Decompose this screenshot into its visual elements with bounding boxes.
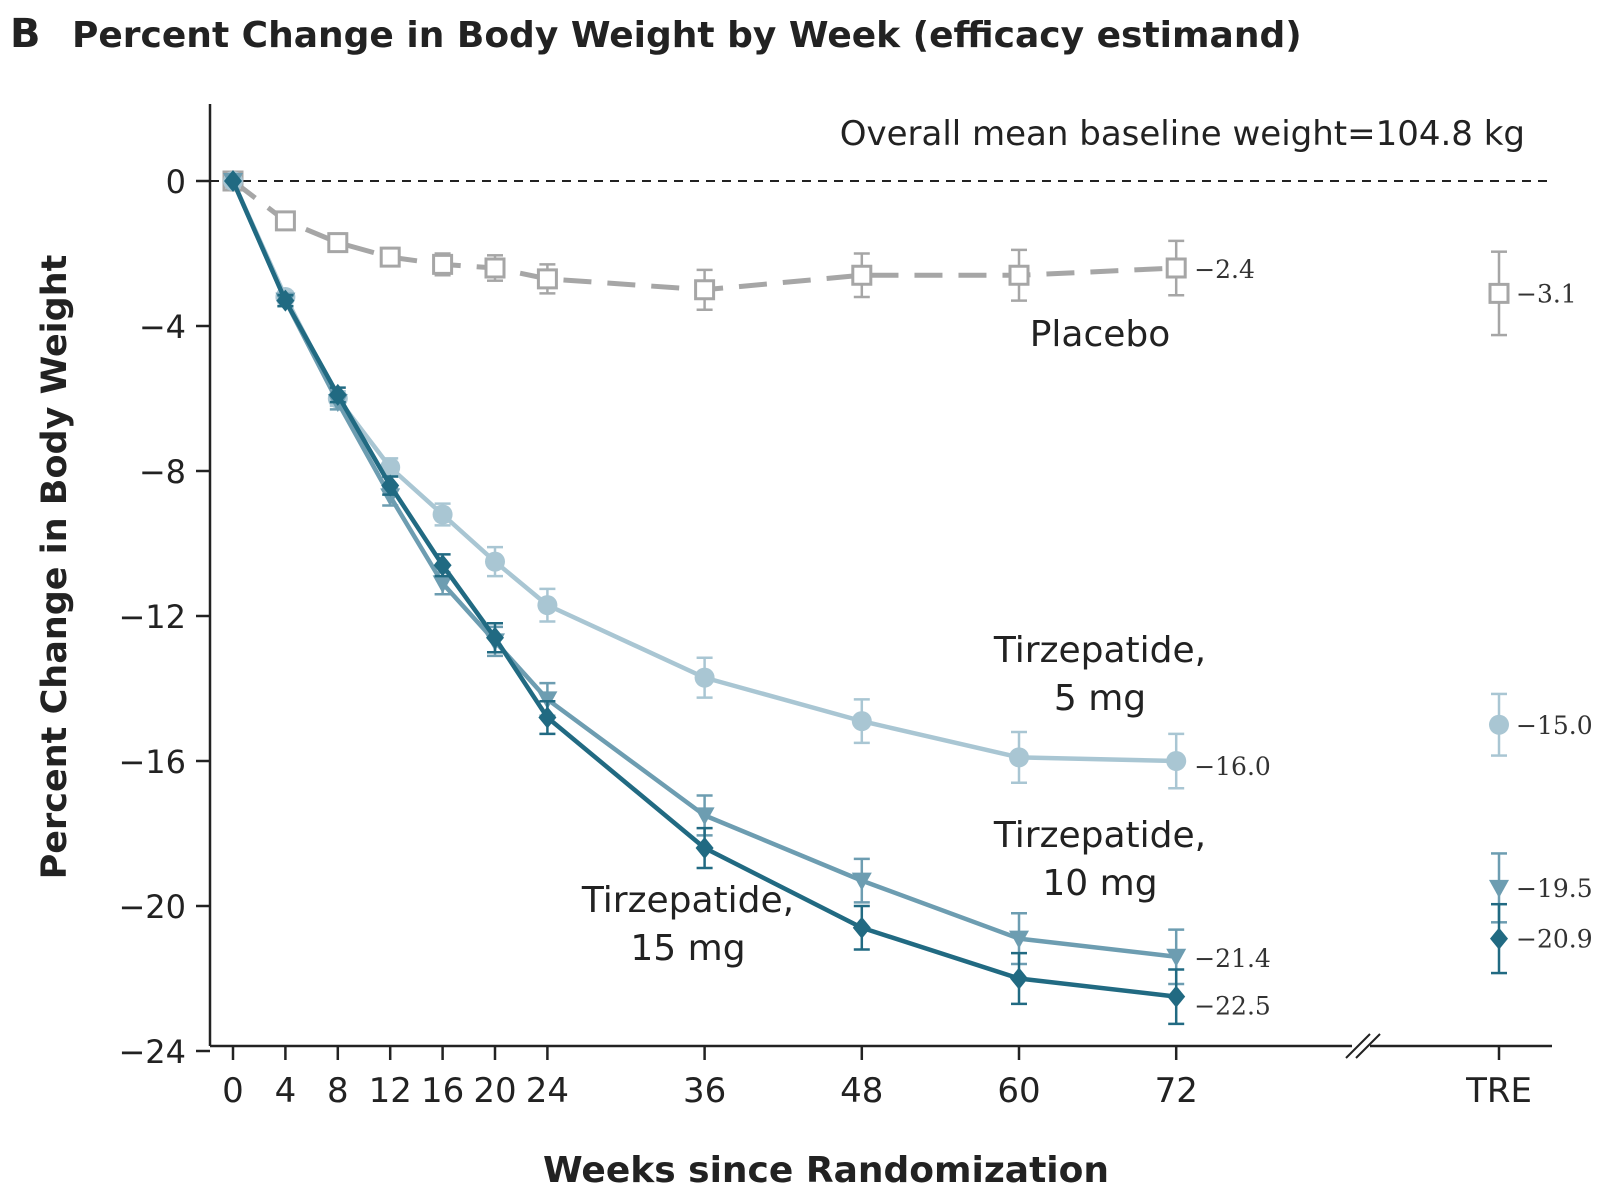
data-point bbox=[276, 289, 295, 312]
data-point bbox=[485, 551, 505, 572]
data-point bbox=[851, 264, 873, 286]
data-point bbox=[432, 253, 454, 275]
data-point bbox=[852, 916, 871, 939]
baseline-weight-annotation: Overall mean baseline weight=104.8 kg bbox=[840, 114, 1525, 154]
data-point bbox=[694, 807, 715, 826]
series-name-label: Tirzepatide, bbox=[581, 880, 794, 921]
data-point bbox=[1009, 930, 1029, 949]
data-point bbox=[1489, 714, 1509, 735]
data-point bbox=[1167, 985, 1186, 1008]
series-end-label: −22.5 bbox=[1194, 992, 1271, 1021]
tre-value-label: −20.9 bbox=[1516, 925, 1593, 954]
x-tick-label: 12 bbox=[369, 1071, 412, 1111]
data-point bbox=[1008, 264, 1030, 286]
series-layer bbox=[222, 170, 1510, 1026]
x-tick-label: 36 bbox=[683, 1071, 726, 1111]
data-point bbox=[1488, 282, 1510, 304]
data-point bbox=[484, 257, 506, 279]
data-point bbox=[851, 872, 872, 891]
x-tick-label-tre: TRE bbox=[1465, 1071, 1532, 1111]
x-tick-label: 60 bbox=[997, 1071, 1040, 1111]
series-name-label: 5 mg bbox=[1054, 678, 1146, 719]
series-group bbox=[224, 170, 1508, 1026]
data-point bbox=[381, 474, 400, 497]
y-tick-label: −12 bbox=[118, 598, 186, 636]
x-tick-label: 72 bbox=[1155, 1071, 1198, 1111]
data-point bbox=[694, 279, 716, 301]
panel-letter: B bbox=[10, 11, 41, 57]
data-point bbox=[1010, 967, 1028, 990]
y-ticks: 0 −4 −8 −12 −16 −20 −24 bbox=[118, 163, 210, 1071]
y-tick-label: −8 bbox=[139, 453, 186, 491]
data-point bbox=[538, 706, 557, 729]
data-point bbox=[432, 504, 453, 525]
x-tick-label: 24 bbox=[526, 1071, 569, 1111]
data-point bbox=[851, 711, 872, 732]
x-tick-label: 20 bbox=[473, 1071, 516, 1111]
y-axis-label: Percent Change in Body Weight bbox=[35, 255, 75, 880]
series-group bbox=[223, 173, 1509, 986]
data-point bbox=[328, 383, 347, 406]
data-point bbox=[695, 837, 714, 859]
x-ticks: 0 4 8 12 16 20 24 36 48 60 72 TRE bbox=[222, 1046, 1532, 1111]
series-group bbox=[223, 171, 1509, 790]
x-tick-label: 4 bbox=[275, 1071, 297, 1111]
data-point bbox=[274, 210, 296, 232]
series-end-label: −2.4 bbox=[1194, 255, 1255, 284]
series-end-label: −16.0 bbox=[1194, 752, 1271, 781]
series-name-label: 15 mg bbox=[630, 928, 745, 969]
data-point bbox=[486, 626, 504, 649]
data-point bbox=[1489, 879, 1509, 898]
x-tick-label: 48 bbox=[840, 1071, 883, 1111]
y-tick-label: −16 bbox=[118, 743, 186, 781]
data-point bbox=[1166, 948, 1187, 967]
tre-value-label: −19.5 bbox=[1516, 874, 1593, 903]
chart-title: Percent Change in Body Weight by Week (e… bbox=[72, 15, 1302, 56]
x-tick-label: 8 bbox=[327, 1071, 349, 1111]
series-end-label: −21.4 bbox=[1194, 944, 1271, 973]
data-point bbox=[1166, 751, 1187, 771]
axis-break-mark bbox=[1345, 1033, 1371, 1059]
x-tick-label: 0 bbox=[222, 1071, 244, 1111]
data-point bbox=[327, 232, 349, 254]
data-point bbox=[433, 554, 452, 577]
y-tick-label: −4 bbox=[139, 308, 186, 346]
tre-value-label: −15.0 bbox=[1516, 711, 1593, 740]
data-point bbox=[224, 170, 242, 192]
y-tick-label: 0 bbox=[166, 163, 186, 201]
y-tick-label: −20 bbox=[118, 888, 186, 926]
data-point bbox=[537, 595, 558, 616]
x-axis-label: Weeks since Randomization bbox=[543, 1150, 1109, 1191]
series-group bbox=[222, 170, 1510, 337]
data-point bbox=[432, 575, 453, 594]
y-tick-label: −24 bbox=[118, 1033, 186, 1071]
data-point bbox=[1490, 927, 1508, 950]
series-name-label: Placebo bbox=[1030, 314, 1171, 355]
series-name-label: 10 mg bbox=[1042, 863, 1157, 904]
x-tick-label: 16 bbox=[421, 1071, 464, 1111]
series-name-label: Tirzepatide, bbox=[993, 630, 1206, 671]
data-point bbox=[536, 268, 558, 290]
data-point bbox=[1165, 257, 1187, 279]
axis-break-mark bbox=[1355, 1033, 1381, 1059]
series-name-label: Tirzepatide, bbox=[993, 815, 1206, 856]
data-point bbox=[694, 667, 715, 688]
data-point bbox=[379, 246, 401, 268]
tre-value-label: −3.1 bbox=[1516, 279, 1577, 308]
axes bbox=[208, 104, 1552, 1059]
labels-layer: −2.4 −3.1 −16.0 −15.0 −21.4 −19.5 −22.5 −20.9 Pl… bbox=[581, 255, 1593, 1021]
data-point bbox=[1009, 747, 1029, 768]
